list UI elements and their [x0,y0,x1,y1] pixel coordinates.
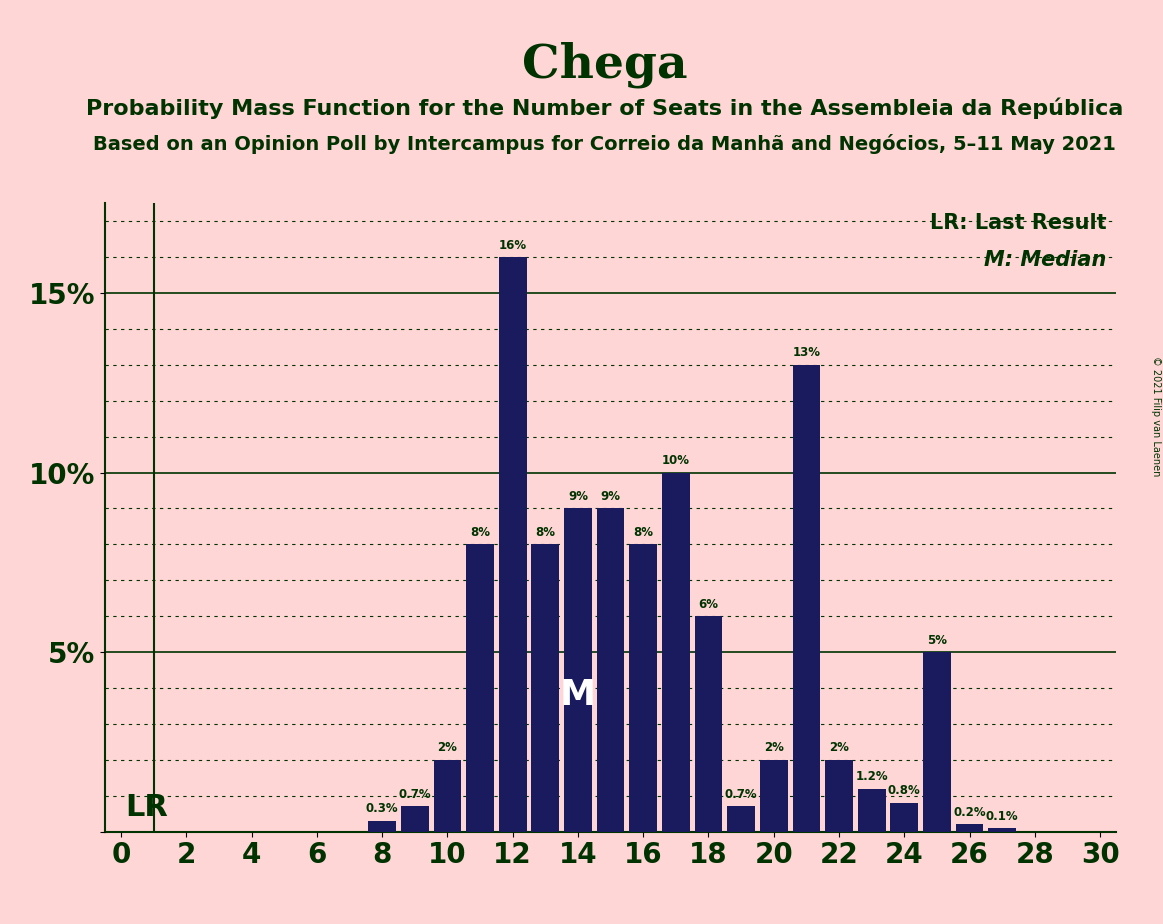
Text: 9%: 9% [600,490,621,503]
Text: 8%: 8% [633,526,654,539]
Text: 2%: 2% [764,741,784,754]
Bar [759,760,787,832]
Text: 6%: 6% [699,598,719,611]
Bar [858,788,885,832]
Bar [662,472,690,832]
Bar [434,760,462,832]
Bar [956,824,984,832]
Text: 0.2%: 0.2% [954,806,986,819]
Bar [629,544,657,832]
Bar [792,365,820,832]
Bar [989,828,1016,832]
Bar [597,508,625,832]
Bar [564,508,592,832]
Bar [499,257,527,832]
Text: 8%: 8% [535,526,555,539]
Text: Based on an Opinion Poll by Intercampus for Correio da Manhã and Negócios, 5–11 : Based on an Opinion Poll by Intercampus … [93,134,1116,154]
Text: 0.8%: 0.8% [889,784,921,797]
Text: 2%: 2% [437,741,457,754]
Text: 0.1%: 0.1% [986,809,1019,822]
Bar [466,544,494,832]
Text: 0.7%: 0.7% [399,788,431,801]
Text: 16%: 16% [499,238,527,251]
Bar [694,616,722,832]
Bar [531,544,559,832]
Text: 1.2%: 1.2% [855,770,889,784]
Text: 0.3%: 0.3% [366,802,399,816]
Text: M: M [559,678,595,712]
Text: 10%: 10% [662,455,690,468]
Bar [369,821,395,832]
Bar [923,652,951,832]
Text: 2%: 2% [829,741,849,754]
Text: M: Median: M: Median [984,250,1106,271]
Text: LR: LR [124,793,167,821]
Text: 9%: 9% [568,490,588,503]
Text: 8%: 8% [470,526,490,539]
Text: 5%: 5% [927,634,947,647]
Text: Probability Mass Function for the Number of Seats in the Assembleia da República: Probability Mass Function for the Number… [86,97,1123,118]
Text: © 2021 Filip van Laenen: © 2021 Filip van Laenen [1150,356,1161,476]
Text: LR: Last Result: LR: Last Result [929,213,1106,233]
Bar [727,807,755,832]
Bar [826,760,852,832]
Text: Chega: Chega [522,42,687,88]
Text: 13%: 13% [792,346,820,359]
Bar [401,807,429,832]
Bar [891,803,919,832]
Text: 0.7%: 0.7% [725,788,757,801]
